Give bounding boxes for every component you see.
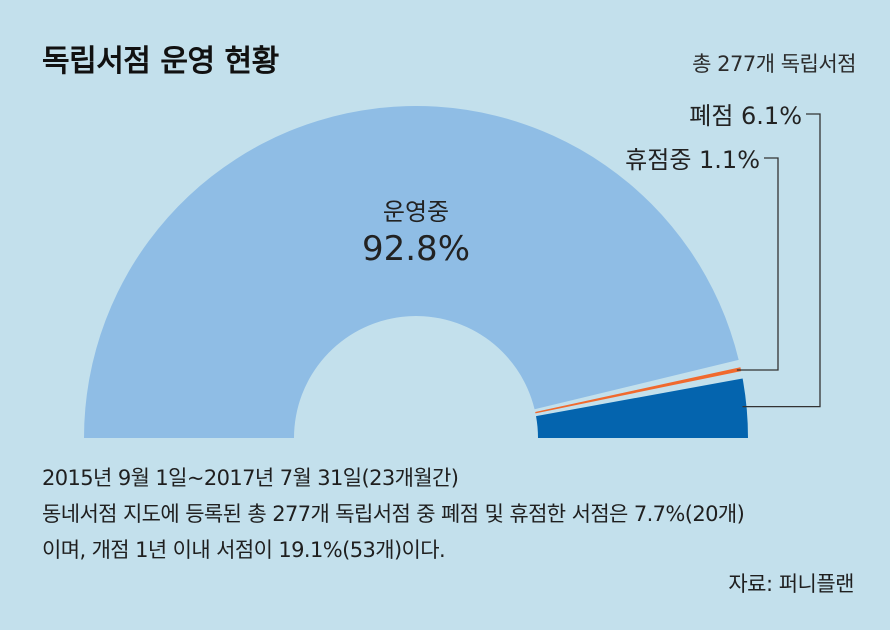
- slice-temporarily-closed: [535, 367, 742, 414]
- footnote-line-summary: 동네서점 지도에 등록된 총 277개 독립서점 중 폐점 및 휴점한 서점은 …: [42, 502, 745, 526]
- callout-line-temporarily-closed: [736, 157, 779, 371]
- footnote-line-period: 2015년 9월 1일~2017년 7월 31일(23개월간): [42, 466, 459, 490]
- footnote: 2015년 9월 1일~2017년 7월 31일(23개월간) 동네서점 지도에…: [42, 460, 862, 568]
- callout-line-closed: [742, 113, 821, 408]
- footnote-line-new-stores: 이며, 개점 1년 이내 서점이 19.1%(53개)이다.: [42, 538, 446, 562]
- source-label: 자료: 퍼니플랜: [728, 572, 854, 596]
- slice-value-operating: 92.8%: [362, 229, 470, 269]
- total-count-label: 총 277개 독립서점: [692, 52, 856, 76]
- chart-title: 독립서점 운영 현황: [42, 44, 279, 79]
- slice-label-operating: 운영중: [383, 198, 449, 226]
- slice-closed: [536, 378, 748, 438]
- slice-label-closed: 폐점 6.1%: [689, 102, 802, 130]
- slice-operating: [84, 106, 739, 438]
- slice-label-temporarily-closed: 휴점중 1.1%: [625, 146, 760, 174]
